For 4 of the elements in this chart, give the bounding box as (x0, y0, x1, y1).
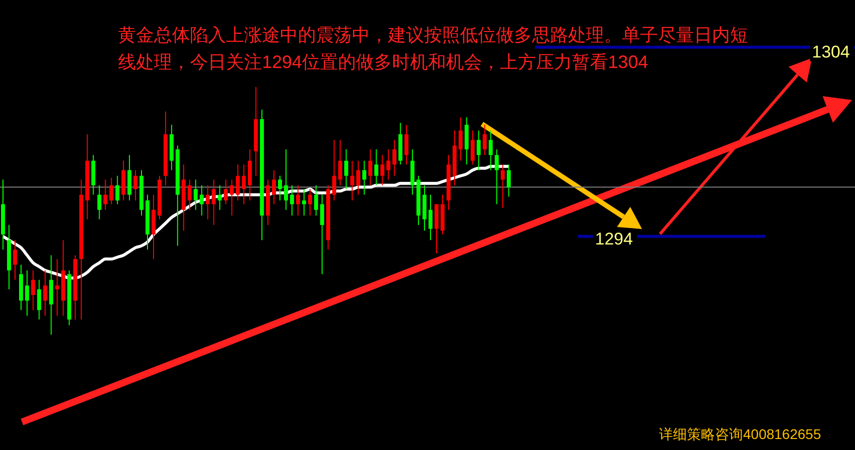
ref-line-label: 1304 (812, 42, 850, 62)
annotation: 详细策略咨询4008162655 (659, 426, 821, 444)
text: 黄金总体陷入上涨途中的震荡中，建议按照低位做多思路处理。单子尽量日内短线处理，今日关注1294位置的做多时机和机会，上方压力暂看1304 (118, 24, 748, 74)
ref-line-label: 1294 (595, 229, 633, 248)
